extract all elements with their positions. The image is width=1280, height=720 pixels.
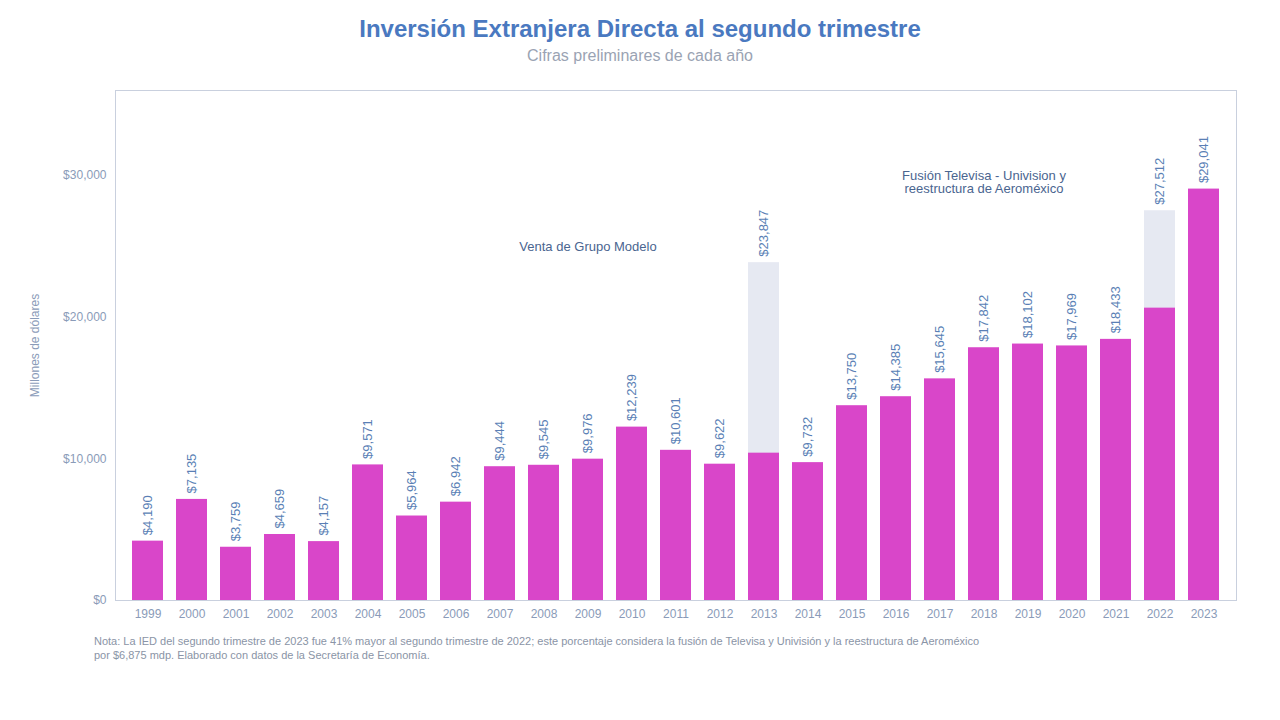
svg-text:1999: 1999 [135,607,162,621]
svg-text:2012: 2012 [707,607,734,621]
svg-text:$9,545: $9,545 [536,420,551,460]
svg-text:2016: 2016 [883,607,910,621]
svg-text:$30,000: $30,000 [63,168,107,182]
svg-text:2019: 2019 [1015,607,1042,621]
html-text:Inversión Extranjera Directa a: Inversión Extranjera Directa al segundo … [359,15,921,42]
svg-text:$3,759: $3,759 [228,501,243,541]
svg-text:$5,964: $5,964 [404,470,419,510]
svg-text:2017: 2017 [927,607,954,621]
svg-text:$9,976: $9,976 [580,413,595,453]
svg-text:Venta de Grupo Modelo: Venta de Grupo Modelo [519,238,656,253]
svg-text:$15,645: $15,645 [932,326,947,373]
svg-text:$6,942: $6,942 [448,456,463,496]
svg-text:2002: 2002 [267,607,294,621]
svg-text:$17,969: $17,969 [1064,293,1079,340]
html-text:Cifras preliminares de cada añ: Cifras preliminares de cada año [527,47,753,64]
svg-text:$0: $0 [93,593,107,607]
svg-text:2000: 2000 [179,607,206,621]
svg-text:$29,041: $29,041 [1196,136,1211,183]
svg-text:$27,512: $27,512 [1152,158,1167,205]
svg-text:$4,659: $4,659 [272,489,287,529]
svg-text:2010: 2010 [619,607,646,621]
svg-text:$23,847: $23,847 [756,210,771,257]
svg-text:$18,433: $18,433 [1108,286,1123,333]
svg-text:2022: 2022 [1147,607,1174,621]
html-text:Nota: La IED del segundo trime: Nota: La IED del segundo trimestre de 20… [94,635,980,661]
svg-text:$7,135: $7,135 [184,454,199,494]
svg-text:Millones de dólares: Millones de dólares [28,294,42,397]
svg-text:$10,000: $10,000 [63,452,107,466]
svg-text:2009: 2009 [575,607,602,621]
svg-text:$9,571: $9,571 [360,419,375,459]
svg-text:$18,102: $18,102 [1020,291,1035,338]
svg-text:Fusión Televisa - Univision yr: Fusión Televisa - Univision yreestructur… [902,168,1066,196]
svg-text:2021: 2021 [1103,607,1130,621]
svg-text:2023: 2023 [1191,607,1218,621]
svg-text:2001: 2001 [223,607,250,621]
svg-text:$17,842: $17,842 [976,295,991,342]
svg-text:$9,444: $9,444 [492,421,507,461]
svg-text:$9,622: $9,622 [712,418,727,458]
svg-text:2020: 2020 [1059,607,1086,621]
svg-text:2005: 2005 [399,607,426,621]
svg-text:2004: 2004 [355,607,382,621]
svg-text:$10,601: $10,601 [668,397,683,444]
svg-text:$4,190: $4,190 [140,495,155,535]
svg-text:2015: 2015 [839,607,866,621]
svg-text:$14,385: $14,385 [888,344,903,391]
svg-text:$4,157: $4,157 [316,496,331,536]
svg-text:2018: 2018 [971,607,998,621]
svg-text:$12,239: $12,239 [624,374,639,421]
svg-text:$20,000: $20,000 [63,310,107,324]
svg-text:$13,750: $13,750 [844,353,859,400]
svg-text:2013: 2013 [751,607,778,621]
svg-text:2007: 2007 [487,607,514,621]
svg-text:2011: 2011 [663,607,689,621]
svg-text:2008: 2008 [531,607,558,621]
svg-text:$9,732: $9,732 [800,417,815,457]
svg-text:2006: 2006 [443,607,470,621]
svg-text:2003: 2003 [311,607,338,621]
svg-text:2014: 2014 [795,607,822,621]
